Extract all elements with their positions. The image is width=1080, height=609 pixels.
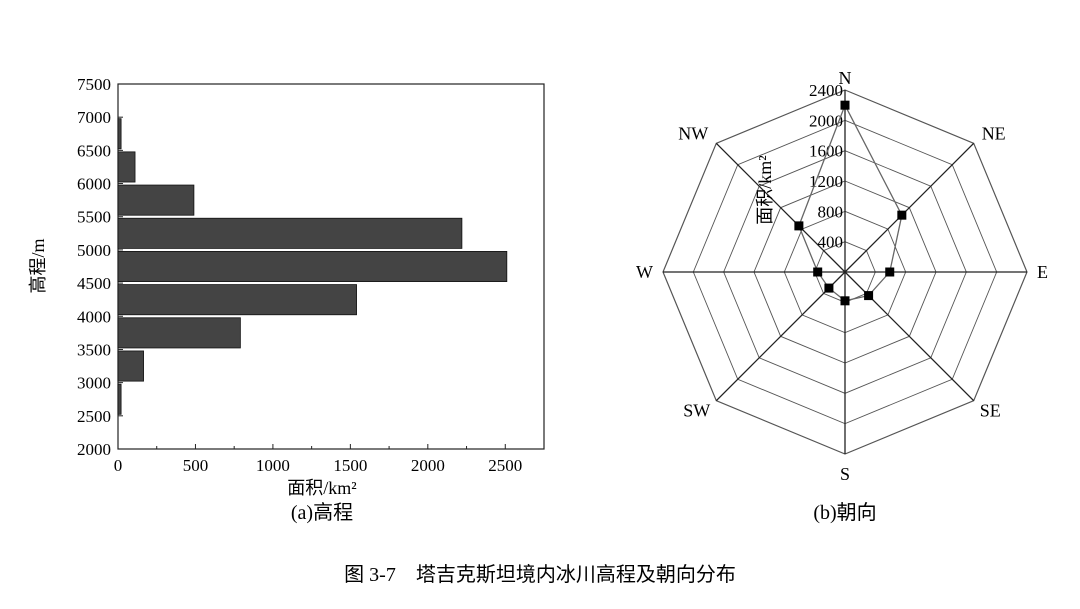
radial-tick-label: 2400 bbox=[809, 81, 843, 100]
y-tick-label: 7000 bbox=[77, 108, 111, 127]
direction-labels-group: N NE E SE S SW W NW bbox=[636, 68, 1048, 484]
direction-label-NW: NW bbox=[678, 123, 708, 143]
x-tick-label: 2500 bbox=[488, 456, 522, 475]
y-tick-label: 5000 bbox=[77, 241, 111, 260]
direction-label-S: S bbox=[840, 464, 850, 484]
radial-tick-label: 2000 bbox=[809, 111, 843, 130]
direction-label-E: E bbox=[1037, 262, 1048, 282]
bar-3500-4000 bbox=[117, 317, 241, 349]
radar-point-W bbox=[813, 267, 823, 277]
direction-label-NE: NE bbox=[982, 123, 1006, 143]
bar-6500-7000 bbox=[117, 118, 122, 150]
bar-5000-5500 bbox=[117, 217, 463, 249]
y-axis-label: 高程/m bbox=[28, 238, 48, 293]
y-tick-label: 6000 bbox=[77, 175, 111, 194]
y-tick-label: 3000 bbox=[77, 374, 111, 393]
direction-label-N: N bbox=[839, 68, 852, 88]
radar-point-E bbox=[885, 267, 895, 277]
bar-5500-6000 bbox=[117, 184, 195, 216]
x-tick-label: 500 bbox=[183, 456, 209, 475]
direction-label-SE: SE bbox=[980, 401, 1001, 421]
radial-tick-label: 1200 bbox=[809, 172, 843, 191]
bar-3000-3500 bbox=[117, 350, 144, 382]
y-tick-label: 3500 bbox=[77, 340, 111, 359]
y-tick-label: 2000 bbox=[77, 440, 111, 459]
x-tick-label: 1000 bbox=[256, 456, 290, 475]
bar-chart-subtitle: (a)高程 bbox=[291, 501, 353, 524]
y-tick-label: 2500 bbox=[77, 407, 111, 426]
x-tick-label: 1500 bbox=[333, 456, 367, 475]
radar-point-SW bbox=[824, 283, 834, 293]
x-tick-label: 0 bbox=[114, 456, 123, 475]
radar-chart-subtitle: (b)朝向 bbox=[813, 501, 876, 524]
y-tick-label: 7500 bbox=[77, 75, 111, 94]
y-ticks-group: 2000 2500 3000 3500 4000 4500 5000 5500 6000 6500… bbox=[77, 75, 123, 459]
aspect-radar-chart: 400 800 1200 1600 2000 2400 N NE E SE S SW W NW 面积/k… bbox=[636, 68, 1048, 524]
y-tick-label: 4000 bbox=[77, 307, 111, 326]
bar-4500-5000 bbox=[117, 251, 508, 282]
y-tick-label: 5500 bbox=[77, 208, 111, 227]
x-ticks-group: 0 500 1000 1500 2000 2500 bbox=[114, 444, 522, 475]
radar-series-group bbox=[794, 100, 907, 306]
x-axis-label: 面积/km² bbox=[287, 478, 356, 498]
elevation-bar-chart: 2000250030003500400045005000550060006500… bbox=[28, 75, 545, 524]
bar-6000-6500 bbox=[117, 151, 136, 183]
direction-label-SW: SW bbox=[683, 401, 710, 421]
radar-axis-NE bbox=[844, 142, 975, 273]
figure-caption: 图 3-7 塔吉克斯坦境内冰川高程及朝向分布 bbox=[344, 563, 736, 586]
direction-label-W: W bbox=[636, 262, 653, 282]
radar-axis-NW bbox=[715, 142, 846, 273]
radar-point-N bbox=[840, 100, 850, 110]
radial-axis-label: 面积/km² bbox=[755, 155, 775, 224]
radial-ticks-group: 400 800 1200 1600 2000 2400 bbox=[809, 81, 843, 252]
radial-tick-label: 1600 bbox=[809, 142, 843, 161]
bars-group bbox=[117, 118, 508, 415]
x-tick-label: 2000 bbox=[411, 456, 445, 475]
radar-axis-SW bbox=[715, 271, 846, 402]
y-tick-label: 4500 bbox=[77, 274, 111, 293]
bar-2500-3000 bbox=[117, 383, 122, 415]
radar-point-NE bbox=[897, 210, 907, 220]
y-tick-label: 6500 bbox=[77, 141, 111, 160]
bar-4000-4500 bbox=[117, 284, 357, 316]
radar-point-NW bbox=[794, 221, 804, 231]
radar-point-SE bbox=[864, 291, 874, 301]
radial-tick-label: 400 bbox=[818, 233, 844, 252]
radial-tick-label: 800 bbox=[818, 202, 844, 221]
radar-axes-group bbox=[663, 90, 1027, 454]
radar-point-S bbox=[840, 296, 850, 306]
